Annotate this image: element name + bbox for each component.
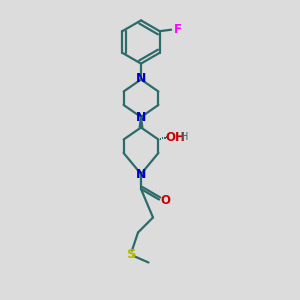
Text: O: O [160,194,171,208]
Text: S: S [127,248,136,261]
Text: H: H [181,131,188,142]
Text: N: N [136,72,146,86]
Text: F: F [174,23,182,36]
Text: N: N [136,111,146,124]
Text: OH: OH [165,130,185,144]
Polygon shape [139,117,143,128]
Text: N: N [136,168,146,181]
